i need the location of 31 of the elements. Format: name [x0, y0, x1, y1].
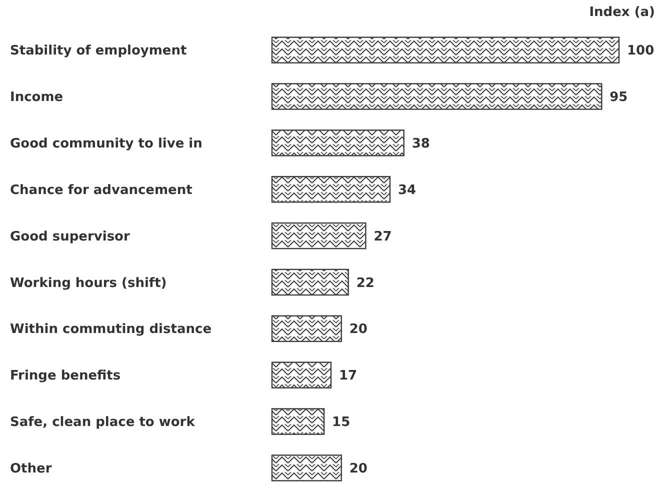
bar — [271, 408, 325, 435]
data-label: 34 — [398, 182, 416, 198]
bar — [271, 176, 391, 203]
y-tick-label: Stability of employment — [10, 44, 187, 59]
bar — [271, 130, 404, 156]
data-label: 38 — [412, 136, 430, 152]
data-label: 100 — [627, 44, 654, 59]
y-tick-label: Income — [10, 90, 64, 106]
bar — [271, 83, 602, 110]
x-axis-title: Index (a) — [589, 5, 655, 20]
data-label: 95 — [610, 90, 628, 106]
y-tick-label: Other — [10, 461, 52, 476]
y-tick-label: Good supervisor — [10, 229, 130, 244]
y-tick-label: Safe, clean place to work — [10, 415, 196, 430]
bar — [271, 454, 342, 482]
data-label: 20 — [349, 461, 368, 476]
data-label: 15 — [332, 415, 350, 430]
y-tick-label: Fringe benefits — [10, 368, 121, 384]
bar — [271, 362, 332, 388]
bar — [271, 36, 620, 64]
bar — [271, 268, 349, 296]
bar — [271, 222, 366, 250]
y-tick-label: Good community to live in — [10, 136, 202, 152]
data-label: 17 — [338, 368, 358, 384]
bar — [271, 315, 342, 342]
y-tick-label: Chance for advancement — [10, 182, 192, 198]
data-label: 27 — [374, 229, 392, 244]
y-tick-label: Working hours (shift) — [10, 276, 167, 291]
data-label: 22 — [356, 276, 374, 291]
y-tick-label: Within commuting distance — [10, 322, 212, 338]
data-label: 20 — [349, 322, 368, 338]
